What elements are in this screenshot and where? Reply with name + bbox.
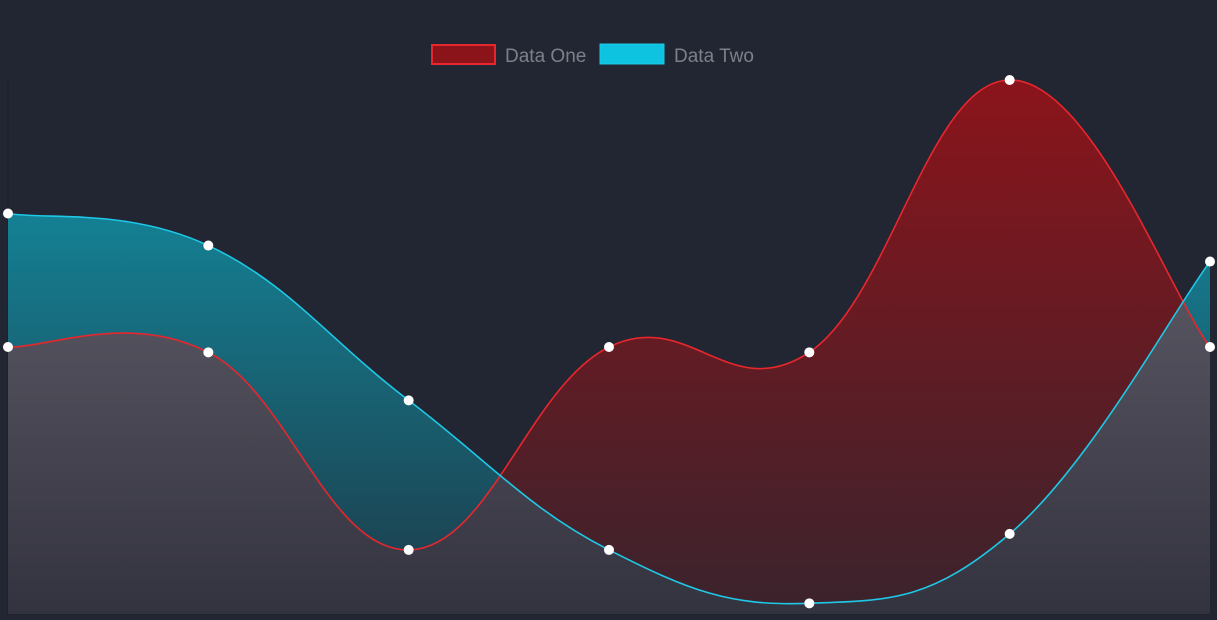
point-data-one-4[interactable]	[804, 347, 815, 358]
plot-area	[3, 75, 1215, 615]
point-data-two-4[interactable]	[804, 598, 815, 609]
line-data-one	[7, 79, 1211, 551]
legend-label-data-two: Data Two	[674, 46, 754, 67]
point-data-two-5[interactable]	[1004, 528, 1015, 539]
point-data-one-5[interactable]	[1004, 75, 1015, 85]
legend-item-data-two[interactable]: Data Two	[599, 43, 754, 67]
legend-label-data-one: Data One	[505, 46, 586, 67]
legend-item-data-one[interactable]: Data One	[431, 44, 586, 67]
point-data-one-3[interactable]	[604, 342, 614, 352]
legend[interactable]: Data One Data Two	[431, 43, 754, 67]
series-areas	[8, 79, 1210, 614]
point-data-two-3[interactable]	[604, 544, 614, 555]
point-data-one-2[interactable]	[403, 544, 414, 555]
point-data-two-6[interactable]	[1205, 256, 1215, 267]
data-points	[3, 75, 1215, 609]
point-data-two-2[interactable]	[403, 395, 414, 406]
legend-swatch-data-two	[599, 43, 665, 65]
area-overlap	[8, 213, 1210, 614]
point-data-one-0[interactable]	[3, 342, 13, 352]
point-data-one-1[interactable]	[203, 347, 214, 358]
point-data-two-1[interactable]	[203, 240, 214, 251]
point-data-one-6[interactable]	[1205, 342, 1215, 352]
point-data-two-0[interactable]	[3, 208, 13, 219]
legend-swatch-data-one	[431, 44, 496, 65]
